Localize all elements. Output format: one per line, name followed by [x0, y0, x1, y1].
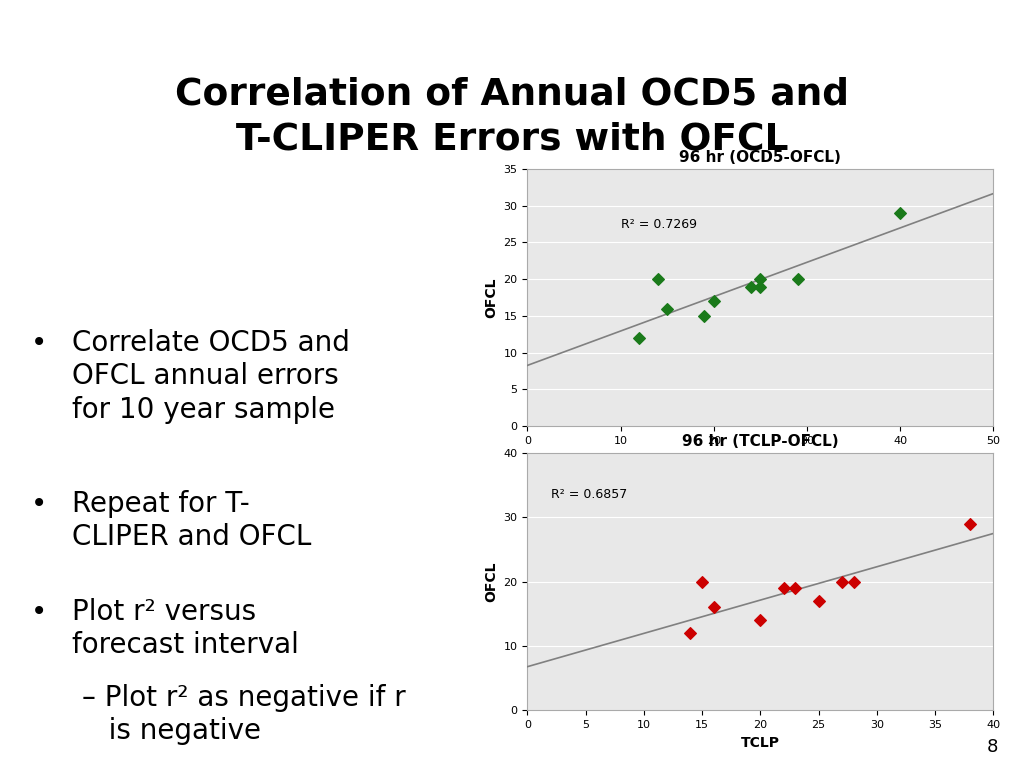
Point	[810, 595, 826, 607]
Point	[694, 576, 711, 588]
Text: – Plot r² as negative if r
   is negative: – Plot r² as negative if r is negative	[82, 684, 406, 745]
Point	[631, 332, 647, 344]
Point	[659, 303, 676, 315]
Y-axis label: OFCL: OFCL	[484, 277, 498, 318]
Point	[742, 280, 759, 293]
Y-axis label: OFCL: OFCL	[484, 561, 498, 602]
Text: •: •	[31, 598, 47, 625]
Text: Correlate OCD5 and
OFCL annual errors
for 10 year sample: Correlate OCD5 and OFCL annual errors fo…	[72, 329, 349, 424]
Point	[790, 273, 806, 286]
Point	[752, 614, 768, 627]
X-axis label: OCD5: OCD5	[738, 452, 782, 465]
Text: Plot r² versus
forecast interval: Plot r² versus forecast interval	[72, 598, 299, 659]
Point	[752, 280, 768, 293]
Text: R² = 0.6857: R² = 0.6857	[551, 488, 627, 502]
Point	[834, 576, 850, 588]
Point	[962, 518, 978, 530]
Title: 96 hr (TCLP-OFCL): 96 hr (TCLP-OFCL)	[682, 434, 839, 449]
Point	[752, 273, 768, 286]
Text: Repeat for T-
CLIPER and OFCL: Repeat for T- CLIPER and OFCL	[72, 490, 311, 551]
Point	[649, 273, 666, 286]
Point	[696, 310, 713, 322]
X-axis label: TCLP: TCLP	[740, 736, 780, 750]
Text: R² = 0.7269: R² = 0.7269	[621, 218, 696, 230]
Point	[706, 601, 722, 614]
Title: 96 hr (OCD5-OFCL): 96 hr (OCD5-OFCL)	[679, 150, 842, 165]
Text: •: •	[31, 329, 47, 356]
Point	[892, 207, 908, 219]
Point	[846, 576, 862, 588]
Point	[775, 582, 792, 594]
Text: 8: 8	[987, 739, 998, 756]
Point	[706, 295, 722, 307]
Point	[787, 582, 804, 594]
Text: Correlation of Annual OCD5 and
T-CLIPER Errors with OFCL: Correlation of Annual OCD5 and T-CLIPER …	[175, 77, 849, 157]
Text: •: •	[31, 490, 47, 518]
Point	[682, 627, 698, 639]
